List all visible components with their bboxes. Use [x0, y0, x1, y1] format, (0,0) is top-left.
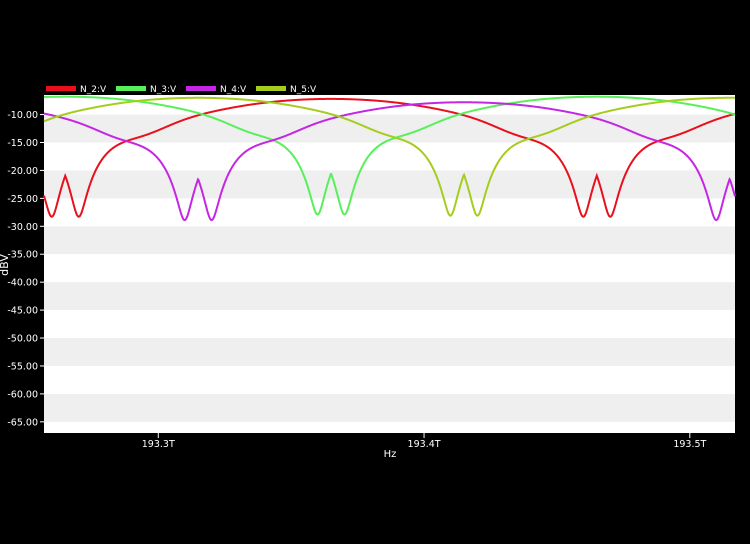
y-tick-label: -40.00 — [7, 278, 38, 289]
plot-background — [44, 95, 735, 433]
x-tick-label: 193.3T — [142, 439, 175, 450]
y-tick-label: -50.00 — [7, 334, 38, 345]
legend-swatch — [256, 86, 286, 91]
legend-swatch — [186, 86, 216, 91]
x-tick-label: 193.4T — [408, 439, 441, 450]
legend-swatch — [46, 86, 76, 91]
legend-label: N_5:V — [290, 85, 317, 95]
y-tick-label: -15.00 — [7, 138, 38, 149]
grid-band — [44, 114, 735, 143]
y-tick-label: -30.00 — [7, 222, 38, 233]
y-axis-label: dBV — [0, 254, 11, 276]
legend-label: N_3:V — [150, 85, 177, 95]
series-line-2 — [43, 95, 736, 216]
series-line-1 — [43, 97, 736, 218]
x-axis-ticks: 193.3T 193.4T 193.5T — [142, 433, 707, 450]
y-tick-label: -45.00 — [7, 306, 38, 317]
grid-band — [44, 282, 735, 311]
series-line-3 — [43, 101, 736, 222]
legend-label: N_2:V — [80, 85, 107, 95]
grid-band — [44, 170, 735, 199]
grid-bands — [44, 114, 735, 422]
legend-label: N_4:V — [220, 85, 247, 95]
grid-band — [44, 338, 735, 366]
grid-band — [44, 393, 735, 422]
y-tick-label: -25.00 — [7, 194, 38, 205]
plot-area — [44, 95, 735, 433]
y-axis-ticks: -10.00 -15.00 -20.00 -25.00 -30.00 -35.00 -40.… — [7, 110, 44, 428]
y-tick-label: -10.00 — [7, 110, 38, 121]
y-tick-label: -60.00 — [7, 389, 38, 400]
series-line-4 — [43, 96, 736, 217]
x-axis-label: Hz — [384, 449, 397, 460]
grid-band — [44, 226, 735, 255]
x-tick-label: 193.5T — [673, 439, 706, 450]
legend-swatch — [116, 86, 146, 91]
y-tick-label: -55.00 — [7, 361, 38, 372]
legend: N_2:V N_3:V N_4:V N_5:V — [46, 85, 317, 95]
y-tick-label: -20.00 — [7, 166, 38, 177]
series-layer — [43, 95, 736, 222]
y-tick-label: -65.00 — [7, 417, 38, 428]
y-tick-label: -35.00 — [7, 250, 38, 261]
